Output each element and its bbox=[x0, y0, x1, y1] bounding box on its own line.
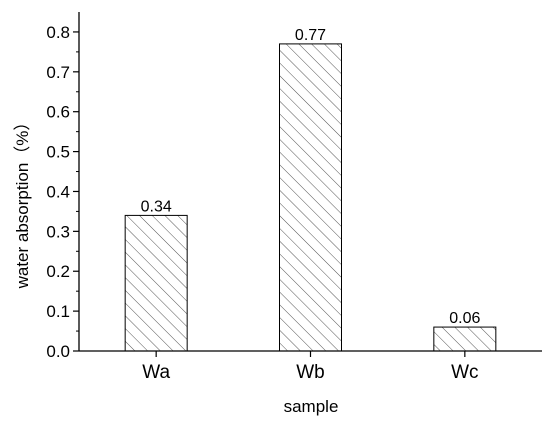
data-label-wc: 0.06 bbox=[449, 310, 480, 327]
data-label-wb: 0.77 bbox=[295, 27, 326, 44]
y-tick-label: 0.0 bbox=[46, 342, 70, 361]
plot-area: 0.0 0.1 0.2 0.3 0.4 0.5 0.6 0.7 0.8 0.34 Wa 0.77 Wb 0… bbox=[46, 12, 542, 383]
y-tick-label: 0.2 bbox=[46, 262, 70, 281]
bar-wc bbox=[433, 326, 497, 352]
x-tick-label-wc: Wc bbox=[451, 362, 478, 383]
bar-wa bbox=[124, 214, 188, 352]
y-tick-label: 0.1 bbox=[46, 302, 70, 321]
bar-wb bbox=[279, 43, 342, 352]
y-tick-label: 0.7 bbox=[46, 63, 70, 82]
y-tick-label: 0.6 bbox=[46, 103, 70, 122]
y-tick-label: 0.5 bbox=[46, 143, 70, 162]
x-tick-label-wa: Wa bbox=[142, 362, 170, 383]
x-axis-title: sample bbox=[284, 397, 339, 416]
data-label-wa: 0.34 bbox=[141, 198, 172, 215]
y-tick-label: 0.8 bbox=[46, 23, 70, 42]
y-tick-label: 0.4 bbox=[46, 182, 70, 201]
y-axis-title: water absorption（%） bbox=[13, 114, 32, 290]
x-tick-label-wb: Wb bbox=[296, 362, 325, 383]
y-tick-label: 0.3 bbox=[46, 222, 70, 241]
